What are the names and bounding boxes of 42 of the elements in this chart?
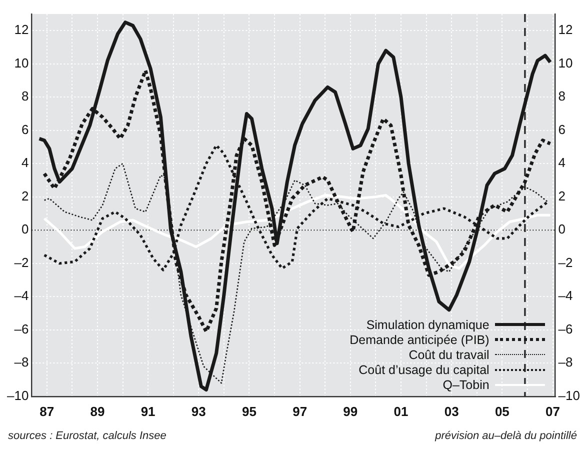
x-tick-label: 05 (494, 404, 510, 419)
x-tick-label: 93 (191, 404, 206, 419)
y-tick-label: 8 (21, 88, 29, 104)
y-tick-label: –10 (6, 388, 29, 403)
y-tick-label: –4 (14, 288, 29, 304)
y2-tick-label: 12 (558, 22, 573, 38)
y2-tick-label: 6 (558, 122, 566, 137)
y-tick-label: 6 (21, 122, 29, 137)
y2-tick-label: 2 (558, 188, 566, 204)
legend-label: Simulation dynamique (366, 318, 490, 332)
x-tick-label: 89 (90, 404, 105, 419)
legend-label: Q–Tobin (442, 378, 490, 392)
legend-label: Demande anticipée (PIB) (350, 332, 490, 347)
y-tick-label: –2 (14, 254, 29, 270)
y-tick-label: 4 (21, 155, 29, 170)
x-tick-label: 99 (343, 404, 358, 419)
y2-tick-label: 4 (558, 155, 566, 170)
y2-tick-label: 8 (558, 88, 566, 104)
y2-tick-label: –6 (558, 321, 573, 336)
y2-tick-label: –4 (558, 288, 573, 304)
x-tick-label: 07 (546, 404, 560, 419)
y-tick-label: 12 (14, 22, 29, 38)
x-tick-label: 91 (140, 404, 156, 419)
source-note: sources : Eurostat, calculs Insee (8, 430, 166, 442)
y-tick-label: 10 (14, 55, 29, 70)
x-tick-label: 03 (444, 404, 459, 419)
y2-tick-label: –10 (558, 388, 580, 403)
y-tick-label: –6 (14, 321, 29, 336)
x-tick-label: 95 (242, 404, 256, 419)
legend-label: Coût du travail (408, 348, 490, 362)
y-tick-label: 0 (21, 222, 29, 237)
y2-tick-label: 0 (558, 222, 566, 237)
x-tick-label: 97 (292, 404, 308, 419)
x-tick-label: 01 (394, 404, 408, 419)
y2-tick-label: 10 (558, 55, 573, 70)
x-tick-label: 87 (40, 404, 54, 419)
legend-label: Coût d’usage du capital (358, 362, 490, 377)
y2-tick-label: –8 (558, 354, 573, 370)
y-tick-label: –8 (14, 354, 29, 370)
text: prévision au–delà du pointillé (435, 430, 577, 442)
y2-tick-label: –2 (558, 254, 573, 270)
y-tick-label: 2 (21, 188, 29, 204)
